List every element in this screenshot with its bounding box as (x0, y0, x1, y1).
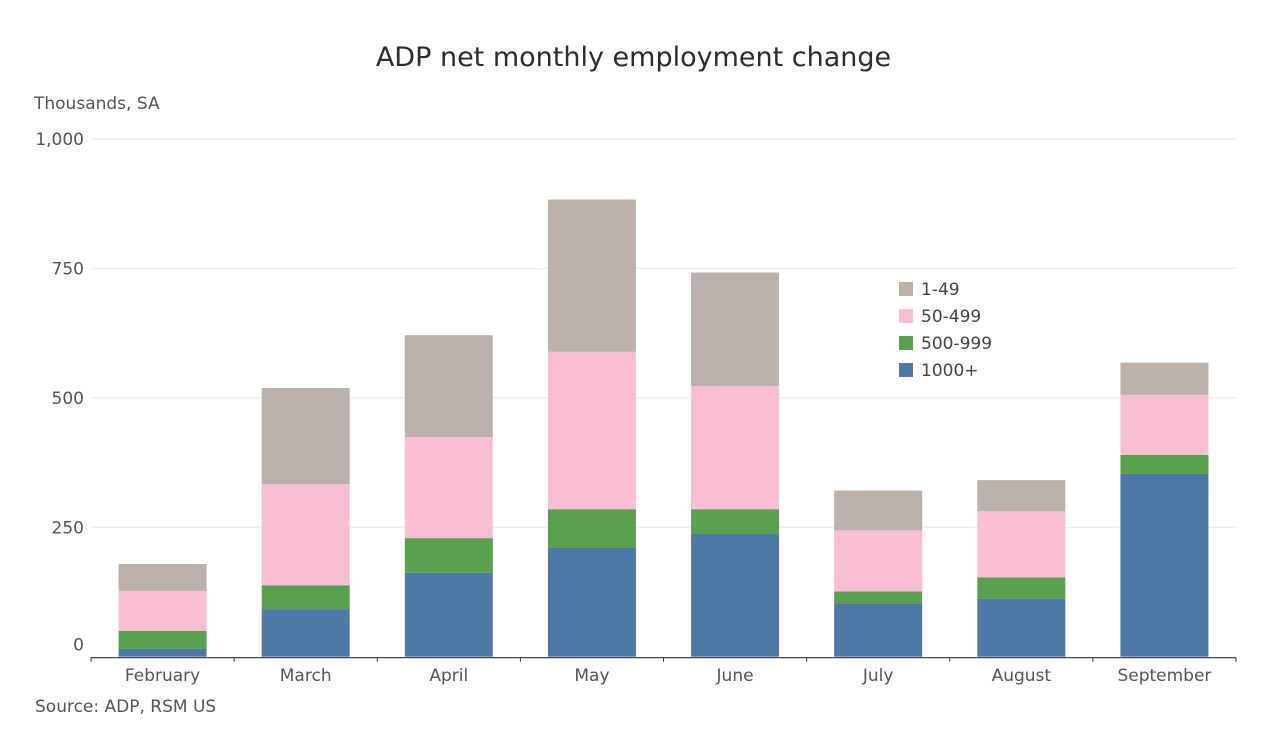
y-axis: 0 250 500 750 1,000 (35, 130, 84, 656)
bar-segment-1-49 (118, 564, 207, 591)
legend-item: 1-49 (899, 280, 960, 300)
bar-segment-1-49 (1120, 362, 1209, 395)
bar-segment-1000+ (1120, 473, 1209, 657)
bar-segment-500-999 (404, 538, 493, 573)
legend-item: 500-999 (899, 334, 992, 354)
x-tick-label: September (1117, 666, 1211, 686)
legend-swatch (899, 309, 913, 323)
bar-segment-50-499 (1120, 394, 1209, 455)
bar-segment-1-49 (547, 199, 636, 352)
bar-segment-1-49 (261, 388, 350, 485)
legend-label: 50-499 (921, 307, 981, 327)
bar-segment-1-49 (691, 272, 780, 386)
bar-segment-50-499 (261, 484, 350, 586)
legend-swatch (899, 363, 913, 377)
y-tick-label: 500 (52, 389, 84, 409)
x-tick-label: May (574, 666, 609, 686)
x-tick-label: March (280, 666, 332, 686)
legend-swatch (899, 282, 913, 296)
y-tick-label: 750 (52, 259, 84, 279)
bar-segment-1000+ (118, 648, 207, 657)
y-axis-label: Thousands, SA (34, 94, 160, 114)
bars (118, 199, 1209, 657)
x-tick-label: July (862, 666, 894, 686)
bar-segment-1000+ (834, 603, 923, 657)
legend-label: 1-49 (921, 280, 960, 300)
legend-item: 50-499 (899, 307, 981, 327)
bar-segment-50-499 (977, 511, 1066, 578)
bar-segment-500-999 (261, 585, 350, 610)
legend-label: 1000+ (921, 361, 979, 381)
x-axis: February March April May June July August Septe… (90, 657, 1237, 686)
bar-segment-500-999 (1120, 454, 1209, 474)
bar-segment-1000+ (261, 609, 350, 657)
bar-segment-500-999 (977, 577, 1066, 599)
bar-segment-50-499 (547, 351, 636, 510)
legend-swatch (899, 336, 913, 350)
source-note: Source: ADP, RSM US (35, 697, 217, 717)
bar-segment-500-999 (691, 509, 780, 535)
bar-segment-500-999 (547, 509, 636, 548)
bar-segment-50-499 (691, 385, 780, 510)
bar-segment-500-999 (118, 630, 207, 649)
x-tick-label: April (429, 666, 468, 686)
bar-segment-50-499 (404, 437, 493, 539)
bar-segment-1-49 (977, 480, 1066, 512)
x-tick-label: August (992, 666, 1052, 686)
bar-segment-1-49 (404, 335, 493, 438)
y-tick-label: 250 (52, 518, 84, 538)
bar-segment-500-999 (834, 591, 923, 604)
bar-segment-1000+ (977, 598, 1066, 657)
y-tick-label: 1,000 (35, 130, 84, 150)
bar-segment-1000+ (404, 572, 493, 657)
legend-label: 500-999 (921, 334, 992, 354)
x-tick-label: February (125, 666, 200, 686)
x-tick-label: June (716, 666, 754, 686)
bar-segment-50-499 (118, 590, 207, 631)
y-tick-label: 0 (73, 636, 84, 656)
bar-segment-1-49 (834, 490, 923, 531)
bar-segment-1000+ (547, 547, 636, 657)
chart-title: ADP net monthly employment change (375, 42, 892, 73)
legend-item: 1000+ (899, 361, 979, 381)
legend: 1-49 50-499 500-999 1000+ (899, 280, 992, 381)
bar-segment-50-499 (834, 530, 923, 592)
bar-segment-1000+ (691, 534, 780, 657)
